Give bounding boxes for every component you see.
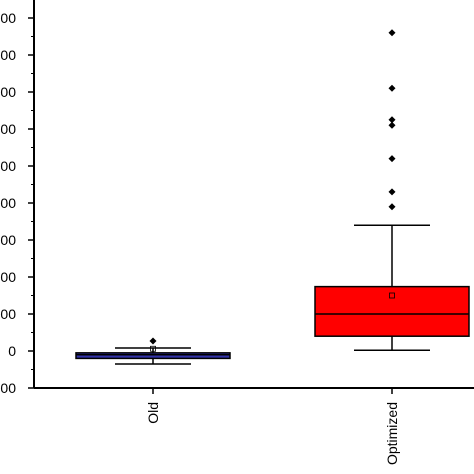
- outlier-point: [149, 337, 157, 345]
- x-tick-label: Old: [145, 402, 161, 424]
- y-tick-label: 000: [0, 232, 16, 248]
- y-tick-label: 000: [0, 84, 16, 100]
- outlier-point: [388, 29, 396, 37]
- y-tick-label: 000: [0, 380, 16, 396]
- mean-marker: [389, 292, 395, 299]
- mean-marker: [150, 345, 156, 352]
- y-tick-label: 000: [0, 195, 16, 211]
- x-tick-label: Optimized: [384, 402, 400, 465]
- outlier-point: [388, 155, 396, 163]
- y-tick-label: 000: [0, 158, 16, 174]
- outlier-point: [388, 116, 396, 124]
- y-tick-label: 0: [8, 343, 16, 359]
- boxes: [75, 29, 470, 365]
- y-tick-label: 000: [0, 121, 16, 137]
- iqr-box: [75, 352, 231, 360]
- iqr-box: [314, 285, 470, 337]
- outlier-point: [388, 203, 396, 211]
- y-tick-label: 000: [0, 47, 16, 63]
- y-tick-label: 000: [0, 10, 16, 26]
- outlier-point: [388, 84, 396, 92]
- y-tick-label: 000: [0, 306, 16, 322]
- outlier-point: [388, 121, 396, 129]
- box-optimized: [314, 29, 470, 352]
- box-old: [75, 337, 231, 365]
- outlier-point: [388, 188, 396, 196]
- y-tick-label: 000: [0, 269, 16, 285]
